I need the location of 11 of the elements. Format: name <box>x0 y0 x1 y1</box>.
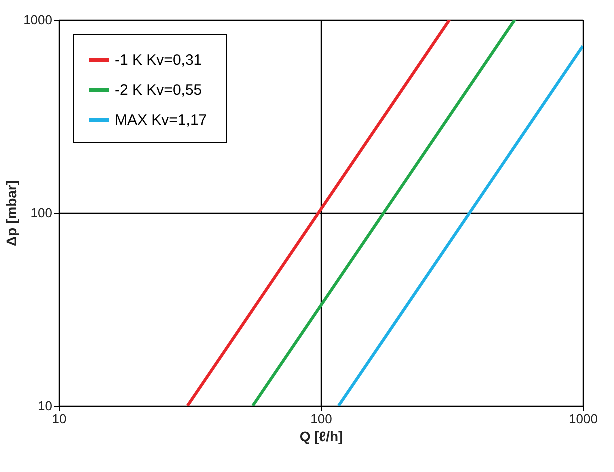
y-tick-label: 100 <box>30 206 52 220</box>
x-tick-label: 10 <box>52 412 67 426</box>
x-tick-label: 1000 <box>569 412 598 426</box>
y-tick-label: 1000 <box>24 12 52 28</box>
x-tick-label: 100 <box>310 412 332 426</box>
legend-label: -2 K Kv=0,55 <box>115 82 202 99</box>
x-axis-title: Q [ℓ/h] <box>300 428 344 444</box>
legend-label: -1 K Kv=0,31 <box>115 52 202 69</box>
legend-label: MAX Kv=1,17 <box>115 112 208 129</box>
y-axis-title: Δp [mbar] <box>4 180 20 247</box>
y-tick-label: 10 <box>38 398 52 414</box>
